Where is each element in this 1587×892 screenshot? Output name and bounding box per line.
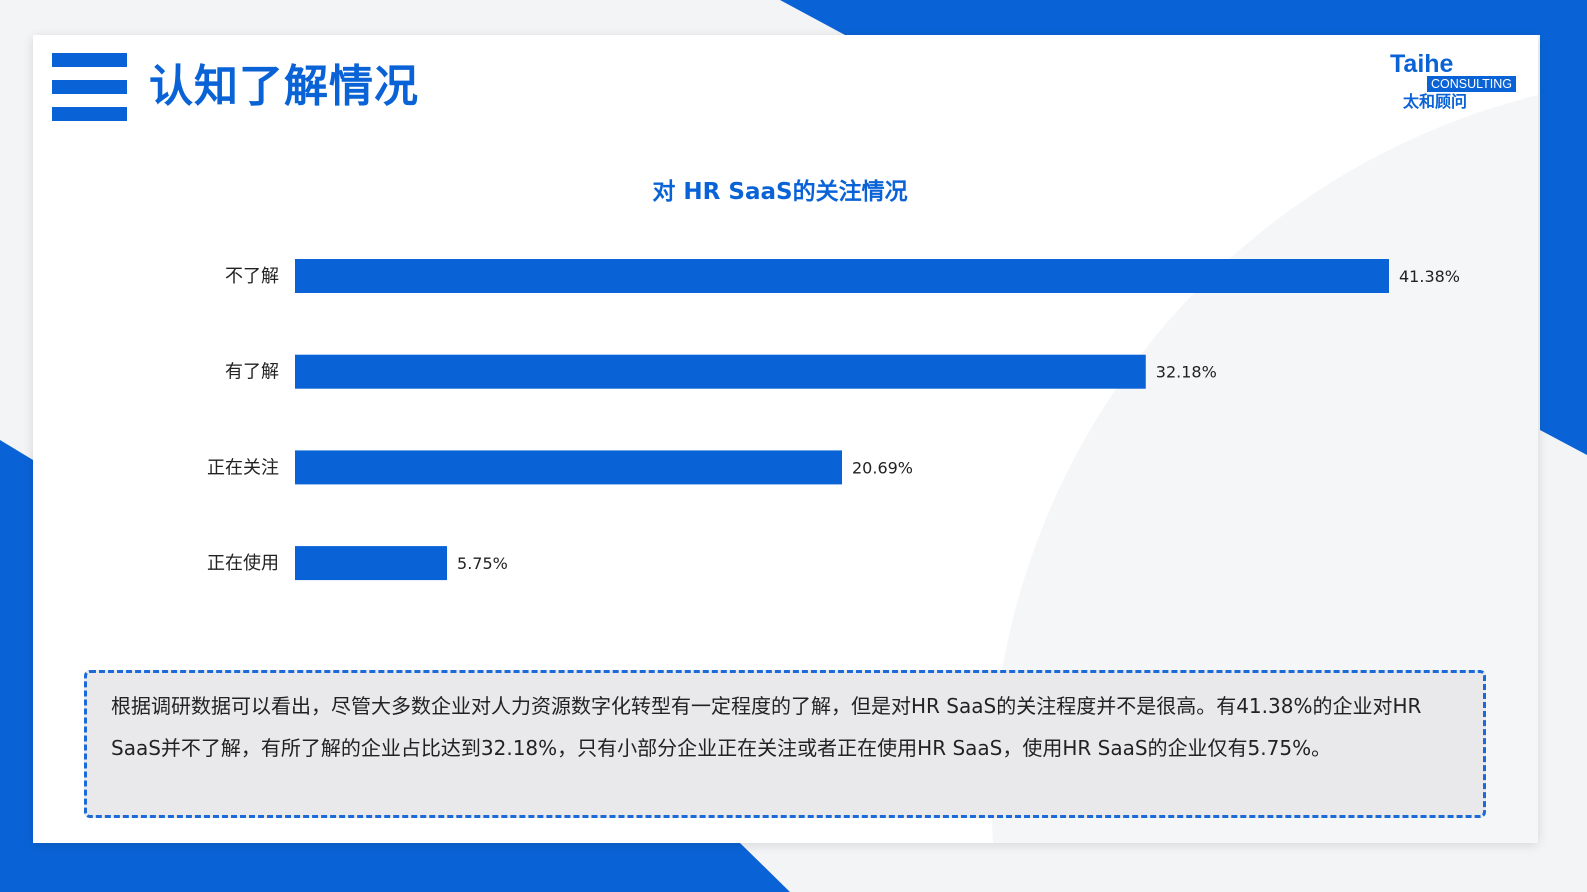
menu-icon [52,53,127,121]
page-title: 认知了解情况 [149,61,419,112]
logo-tag: CONSULTING [1427,76,1517,92]
data-label: 5.75% [457,554,508,573]
category-label: 正在使用 [207,553,279,574]
chart-title: 对 HR SaaS的关注情况 [652,179,908,205]
bar [295,354,1146,389]
data-label: 41.38% [1399,267,1460,286]
category-label: 正在关注 [207,457,279,478]
bar [295,259,1389,293]
logo-name: Taihe [1390,50,1454,78]
category-label: 不了解 [225,266,279,287]
background-arc [991,95,1538,843]
data-label: 20.69% [852,458,913,477]
company-logo: Taihe CONSULTING 太和顾问 [1390,50,1525,114]
summary-text: 根据调研数据可以看出，尽管大多数企业对人力资源数字化转型有一定程度的了解，但是对… [111,694,1422,760]
bar-chart: 不了解 41.38% 有了解 32.18% 正在关注 20.69% 正在使用 5.75% [207,259,1460,581]
bar [295,450,842,485]
content-card: 认知了解情况 Taihe CONSULTING 太和顾问 对 HR SaaS的关… [33,35,1538,843]
category-label: 有了解 [225,362,279,383]
summary-note: 根据调研数据可以看出，尽管大多数企业对人力资源数字化转型有一定程度的了解，但是对… [84,670,1486,818]
data-label: 32.18% [1156,363,1217,382]
bar [295,546,448,581]
logo-cn: 太和顾问 [1403,92,1468,111]
